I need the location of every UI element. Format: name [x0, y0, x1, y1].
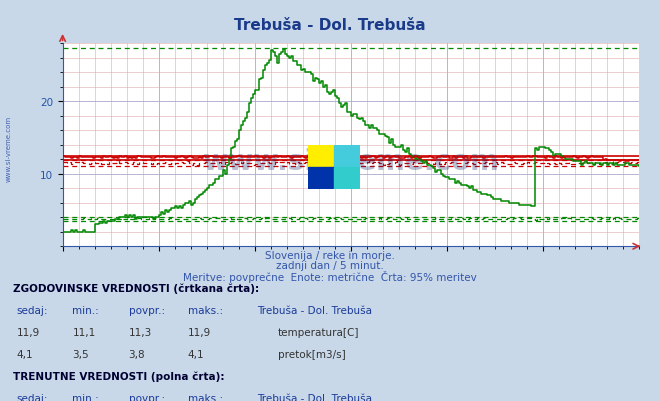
Text: povpr.:: povpr.:	[129, 393, 165, 401]
Text: Trebuša - Dol. Trebuša: Trebuša - Dol. Trebuša	[257, 305, 372, 315]
Bar	[308, 146, 333, 168]
Text: Trebuša - Dol. Trebuša: Trebuša - Dol. Trebuša	[257, 393, 372, 401]
Text: 3,8: 3,8	[129, 349, 145, 359]
Text: maks.:: maks.:	[188, 393, 223, 401]
Text: temperatura[C]: temperatura[C]	[278, 327, 360, 337]
Text: www.si-vreme.com: www.si-vreme.com	[202, 148, 500, 176]
Text: TRENUTNE VREDNOSTI (polna črta):: TRENUTNE VREDNOSTI (polna črta):	[13, 371, 225, 381]
Text: Slovenija / reke in morje.: Slovenija / reke in morje.	[264, 251, 395, 261]
Text: pretok[m3/s]: pretok[m3/s]	[278, 349, 346, 359]
Text: 4,1: 4,1	[16, 349, 33, 359]
Text: min.:: min.:	[72, 393, 100, 401]
Bar	[333, 168, 360, 190]
Text: povpr.:: povpr.:	[129, 305, 165, 315]
Text: Trebuša - Dol. Trebuša: Trebuša - Dol. Trebuša	[234, 18, 425, 33]
Text: maks.:: maks.:	[188, 305, 223, 315]
Text: ZGODOVINSKE VREDNOSTI (črtkana črta):: ZGODOVINSKE VREDNOSTI (črtkana črta):	[13, 283, 259, 293]
Text: www.si-vreme.com: www.si-vreme.com	[5, 115, 12, 181]
Text: 11,1: 11,1	[72, 327, 96, 337]
Text: 4,1: 4,1	[188, 349, 204, 359]
Text: 11,3: 11,3	[129, 327, 152, 337]
Text: sedaj:: sedaj:	[16, 393, 48, 401]
Text: 11,9: 11,9	[16, 327, 40, 337]
Text: 3,5: 3,5	[72, 349, 89, 359]
Bar	[308, 168, 333, 190]
Text: 11,9: 11,9	[188, 327, 211, 337]
Text: sedaj:: sedaj:	[16, 305, 48, 315]
Text: zadnji dan / 5 minut.: zadnji dan / 5 minut.	[275, 261, 384, 271]
Bar	[333, 146, 360, 168]
Text: Meritve: povprečne  Enote: metrične  Črta: 95% meritev: Meritve: povprečne Enote: metrične Črta:…	[183, 271, 476, 283]
Text: min.:: min.:	[72, 305, 100, 315]
